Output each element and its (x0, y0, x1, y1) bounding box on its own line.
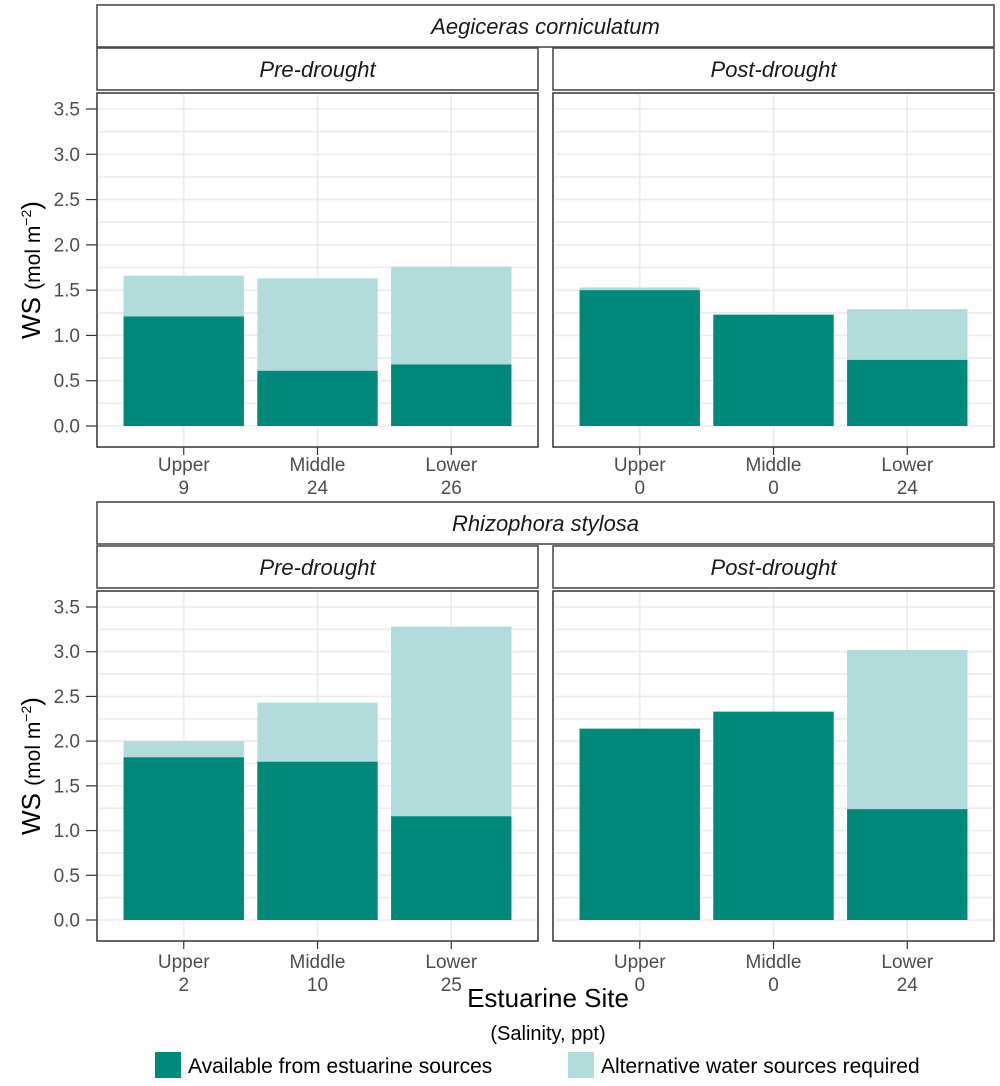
x-axis-subtitle: (Salinity, ppt) (490, 1023, 605, 1045)
bar-available (391, 364, 512, 426)
period-strip (96, 47, 539, 91)
bar-available (713, 314, 834, 426)
bar-available (713, 711, 834, 920)
x-tick-label-site: Lower (425, 455, 477, 476)
x-tick-label-site: Lower (881, 952, 933, 973)
bar-alternative (257, 702, 378, 762)
legend: Available from estuarine sources Alterna… (155, 1052, 920, 1078)
y-axis-title: WS (mol m−2) (16, 697, 46, 835)
bar-available (579, 728, 700, 920)
bar-available (847, 359, 968, 426)
bar-alternative (847, 309, 968, 360)
period-strip-label: Pre-drought (259, 57, 376, 82)
x-tick-label-site: Middle (290, 952, 346, 973)
bar-available (391, 816, 512, 920)
y-tick-label: 1.0 (54, 821, 80, 842)
x-tick-label-salinity: 24 (897, 478, 919, 499)
y-tick-label: 1.5 (54, 281, 80, 302)
period-strip-label: Pre-drought (259, 555, 376, 580)
x-axis-title: Estuarine Site (467, 983, 629, 1013)
x-tick-label-salinity: 26 (441, 478, 462, 499)
x-tick-label-site: Upper (614, 455, 666, 476)
species-strip (96, 4, 995, 48)
bar-alternative (123, 275, 244, 317)
legend-label-alternative: Alternative water sources required (601, 1055, 920, 1078)
x-tick-label-site: Middle (290, 455, 346, 476)
y-tick-label: 2.0 (54, 235, 80, 256)
y-tick-label: 3.0 (54, 145, 80, 166)
period-strip (96, 545, 539, 589)
x-tick-label-salinity: 0 (768, 975, 779, 996)
legend-key-alternative (568, 1052, 594, 1078)
species-strip (96, 501, 995, 545)
bar-alternative (123, 741, 244, 758)
axes-layer: Estuarine Site (Salinity, ppt) 0.0 0.5 1.0… (16, 100, 934, 1046)
period-strip-label: Post-drought (711, 555, 838, 580)
panels-layer: Aegiceras corniculatum Pre-drought Post-dr… (96, 4, 995, 942)
y-tick-label: 0.5 (54, 371, 80, 392)
x-tick-label-site: Middle (746, 455, 802, 476)
bar-alternative (257, 278, 378, 371)
x-tick-label-site: Lower (425, 952, 477, 973)
bar-available (847, 809, 968, 920)
bar-alternative (391, 266, 512, 365)
y-tick-label: 1.0 (54, 326, 80, 347)
y-tick-label: 2.5 (54, 190, 80, 211)
x-tick-label-site: Upper (614, 952, 666, 973)
y-tick-label: 2.5 (54, 687, 80, 708)
y-tick-label: 1.5 (54, 776, 80, 797)
y-tick-label: 3.5 (54, 100, 80, 121)
legend-key-available (155, 1052, 181, 1078)
x-tick-label-site: Middle (746, 952, 802, 973)
y-tick-label: 3.5 (54, 598, 80, 619)
y-tick-label: 2.0 (54, 732, 80, 753)
x-tick-label-salinity: 0 (634, 975, 645, 996)
bar-available (579, 290, 700, 426)
x-tick-label-salinity: 2 (178, 975, 189, 996)
bar-available (123, 757, 244, 920)
y-tick-label: 0.5 (54, 866, 80, 887)
y-tick-label: 3.0 (54, 642, 80, 663)
y-tick-label: 0.0 (54, 417, 80, 438)
x-tick-label-salinity: 0 (634, 478, 645, 499)
bar-available (123, 316, 244, 426)
x-tick-label-salinity: 24 (897, 975, 919, 996)
x-tick-label-salinity: 10 (307, 975, 328, 996)
x-tick-label-salinity: 9 (178, 478, 189, 499)
bar-available (257, 370, 378, 426)
bar-alternative (391, 626, 512, 817)
period-strip (552, 47, 995, 91)
bar-available (257, 761, 378, 920)
species-strip-label: Aegiceras corniculatum (429, 14, 660, 39)
x-tick-label-salinity: 0 (768, 478, 779, 499)
x-tick-label-salinity: 24 (307, 478, 329, 499)
x-tick-label-site: Upper (158, 455, 210, 476)
bar-alternative (847, 649, 968, 810)
bar-alternative (579, 287, 700, 291)
period-strip-label: Post-drought (711, 57, 838, 82)
species-strip-label: Rhizophora stylosa (452, 511, 639, 536)
x-tick-label-site: Lower (881, 455, 933, 476)
y-axis-title: WS (mol m−2) (16, 201, 46, 339)
x-tick-label-site: Upper (158, 952, 210, 973)
y-tick-label: 0.0 (54, 911, 80, 932)
x-tick-label-salinity: 25 (441, 975, 462, 996)
legend-label-available: Available from estuarine sources (188, 1055, 492, 1078)
period-strip (552, 545, 995, 589)
